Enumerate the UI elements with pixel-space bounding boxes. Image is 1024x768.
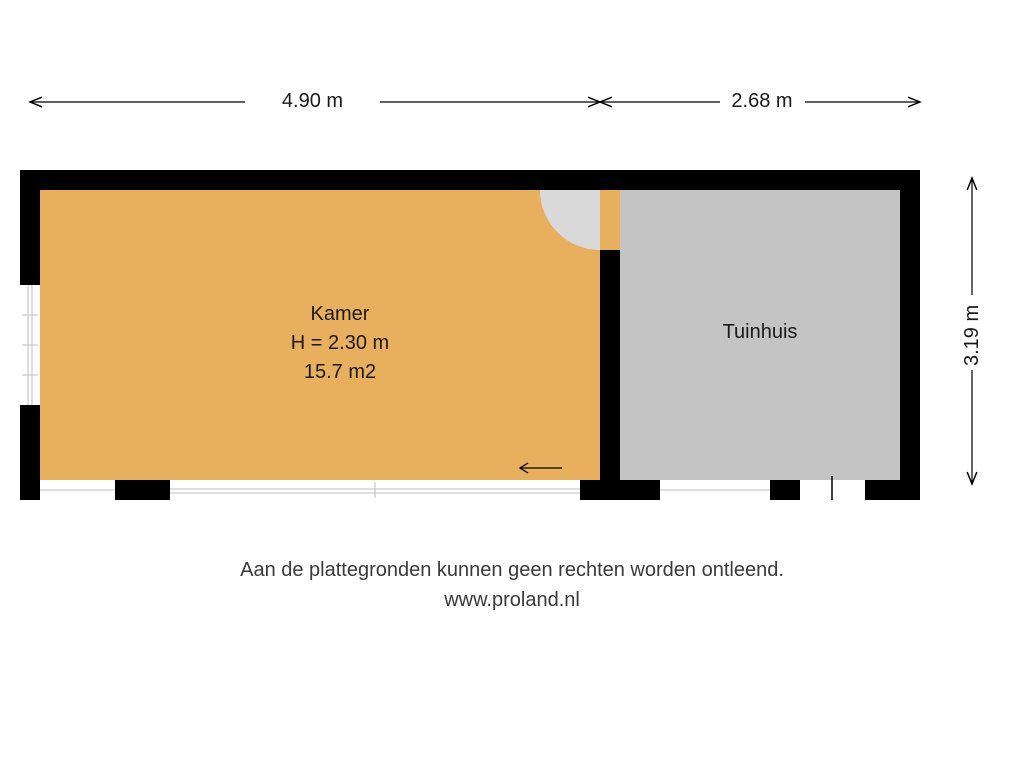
dimension-right-label: 3.19 m [961, 298, 984, 373]
room-kamer-area: 15.7 m2 [190, 358, 490, 387]
room-tuinhuis-label: Tuinhuis [660, 318, 860, 347]
room-tuinhuis-name: Tuinhuis [660, 318, 860, 347]
room-kamer-height: H = 2.30 m [190, 329, 490, 358]
footer: Aan de plattegronden kunnen geen rechten… [0, 555, 1024, 615]
dimension-top-left-label: 4.90 m [245, 90, 380, 113]
floorplan-canvas: 4.90 m 2.68 m 3.19 m [0, 0, 1024, 768]
footer-line1: Aan de plattegronden kunnen geen rechten… [0, 555, 1024, 585]
room-kamer-label: Kamer H = 2.30 m 15.7 m2 [190, 300, 490, 387]
footer-line2: www.proland.nl [0, 585, 1024, 615]
dimension-top-right-label: 2.68 m [717, 90, 807, 113]
room-kamer-name: Kamer [190, 300, 490, 329]
